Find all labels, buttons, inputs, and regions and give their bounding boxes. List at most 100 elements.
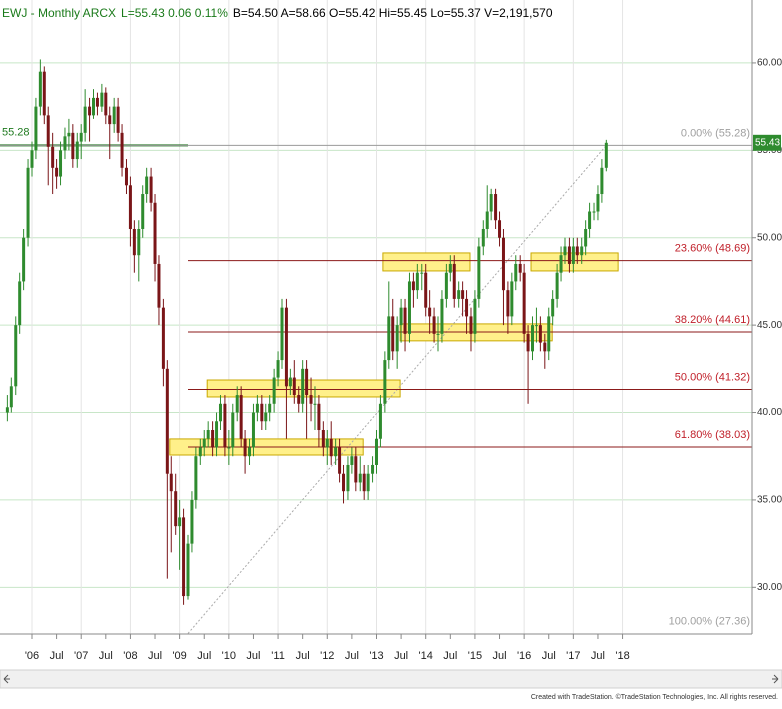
candle-body: [383, 360, 387, 404]
y-tick-label: 60.00: [757, 58, 782, 69]
x-tick-label: '16: [517, 650, 531, 662]
x-tick-label: '11: [271, 650, 285, 662]
candle-body: [489, 194, 493, 212]
candle-body: [92, 97, 96, 116]
credit: Created with TradeStation. ©TradeStation…: [531, 693, 778, 701]
candle-body: [88, 106, 92, 116]
candle-body: [461, 290, 465, 299]
candle-body: [292, 377, 296, 396]
candle-body: [338, 447, 342, 474]
scrollbar-track[interactable]: [0, 669, 782, 689]
candles: [5, 59, 608, 605]
fib-label: 23.60% (48.69): [675, 243, 750, 255]
candle-body: [305, 368, 309, 396]
candle-body: [190, 499, 194, 544]
candle-body: [186, 543, 190, 597]
candle-body: [42, 71, 46, 116]
candle-body: [411, 281, 415, 291]
title-part: B=54.50 A=58.66 O=55.42 Hi=55.45 Lo=55.3…: [233, 6, 553, 20]
candle-body: [534, 325, 538, 327]
candle-body: [350, 456, 354, 465]
candle-body: [235, 395, 239, 413]
candle-body: [301, 368, 305, 404]
y-tick-label: 50.00: [757, 232, 782, 243]
scroll-left[interactable]: [3, 674, 10, 684]
fib-label: 100.00% (27.36): [669, 615, 750, 627]
candle-body: [231, 412, 235, 448]
candle-body: [284, 307, 288, 387]
scrollbar[interactable]: [0, 669, 782, 689]
candle-body: [334, 447, 338, 457]
candle-body: [522, 272, 526, 334]
x-tick-label: '14: [419, 650, 433, 662]
candle-body: [424, 272, 428, 308]
candle-body: [116, 106, 120, 133]
y-tick-label: 30.00: [757, 582, 782, 593]
candle-body: [26, 167, 30, 238]
fib-label: 38.20% (44.61): [675, 314, 750, 326]
candle-body: [153, 202, 157, 264]
candle-body: [211, 430, 215, 448]
x-tick-label: Jul: [99, 650, 113, 662]
candle-body: [132, 228, 136, 256]
candle-body: [580, 246, 584, 256]
scroll-right[interactable]: [772, 674, 779, 684]
candle-body: [588, 211, 592, 229]
candle-body: [51, 146, 55, 168]
candle-body: [276, 360, 280, 378]
x-tick-label: Jul: [591, 650, 605, 662]
candle-body: [174, 491, 178, 527]
candle-body: [161, 307, 165, 369]
candle-body: [420, 272, 424, 274]
candle-body: [395, 325, 399, 352]
x-tick-label: Jul: [197, 650, 211, 662]
candle-body: [543, 342, 547, 352]
candle-body: [387, 316, 391, 361]
candle-body: [415, 272, 419, 291]
candle-body: [128, 185, 132, 229]
x-tick-label: '18: [615, 650, 629, 662]
candle-body: [288, 377, 292, 387]
title-part: EWJ - Monthly ARCX: [2, 6, 116, 20]
candle-body: [567, 246, 571, 264]
candle-body: [432, 316, 436, 334]
candle-body: [469, 316, 473, 334]
candle-body: [178, 517, 182, 527]
candle-body: [378, 403, 382, 439]
candle-body: [71, 132, 75, 160]
candle-body: [498, 220, 502, 238]
candle-body: [465, 298, 469, 317]
candle-body: [551, 298, 555, 317]
candle-body: [571, 246, 575, 264]
candle-body: [255, 403, 259, 413]
candle-body: [215, 421, 219, 448]
candle-body: [518, 263, 522, 273]
candle-body: [297, 395, 301, 404]
candle-body: [169, 473, 173, 492]
candle-body: [165, 368, 169, 474]
candle-body: [227, 447, 231, 449]
candle-body: [223, 403, 227, 448]
x-tick-label: Jul: [246, 650, 260, 662]
candle-body: [391, 316, 395, 352]
candle-body: [157, 263, 161, 308]
candle-body: [547, 316, 551, 352]
candle-body: [514, 263, 518, 282]
candle-body: [501, 237, 505, 291]
candle-body: [112, 106, 116, 125]
axes: 30.0035.0040.0045.0050.0055.0060.00'06Ju…: [25, 58, 782, 662]
candle-body: [485, 211, 489, 229]
candle-body: [452, 263, 456, 299]
candle-body: [346, 464, 350, 492]
candle-body: [251, 412, 255, 448]
fibonacci: 55.28 0.00% (55.28) 23.60% (48.69) 38.20% (…: [0, 126, 752, 634]
candle-body: [555, 272, 559, 299]
candle-body: [366, 473, 370, 492]
chart-title: EWJ - Monthly ARCX L=55.43 0.06 0.11% B=54…: [2, 6, 553, 20]
x-tick-label: Jul: [50, 650, 64, 662]
candle-body: [120, 132, 124, 168]
x-tick-label: '10: [222, 650, 236, 662]
candle-body: [14, 325, 18, 387]
